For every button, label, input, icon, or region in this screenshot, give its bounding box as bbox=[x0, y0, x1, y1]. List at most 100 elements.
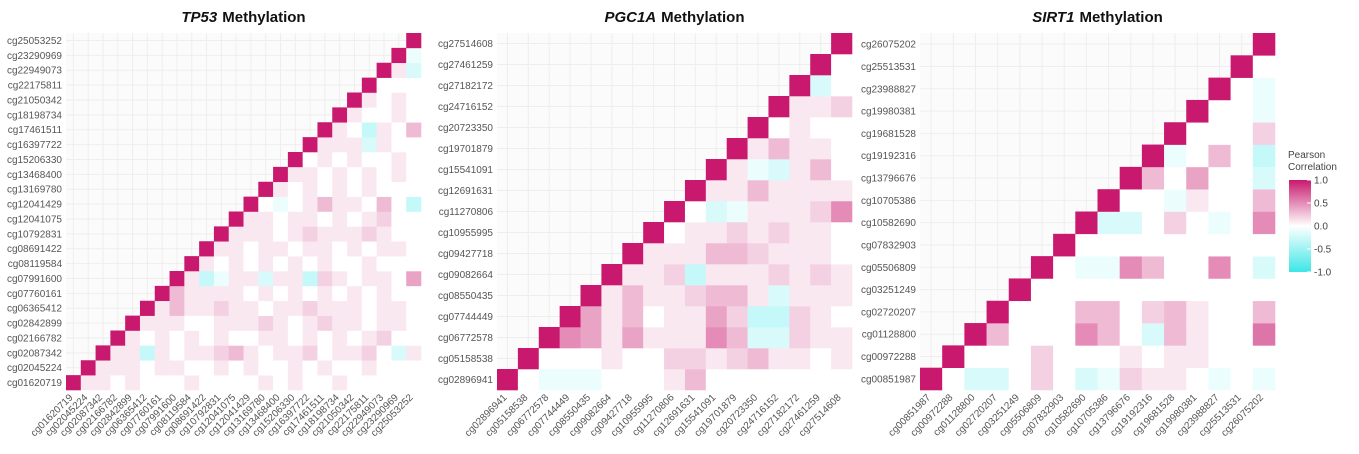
heatmap-cell bbox=[1208, 211, 1231, 235]
heatmap-cell bbox=[1208, 122, 1231, 145]
heatmap-cell bbox=[1252, 233, 1276, 257]
heatmap-cell bbox=[332, 330, 348, 346]
heatmap-cell bbox=[810, 327, 832, 349]
y-tick-label: cg01128800 bbox=[862, 330, 917, 341]
heatmap-cell bbox=[287, 211, 303, 227]
heatmap-cell bbox=[726, 285, 748, 307]
heatmap-cell bbox=[317, 122, 333, 138]
heatmap-cell bbox=[643, 306, 665, 328]
heatmap-cell bbox=[1230, 55, 1254, 78]
heatmap-cell bbox=[726, 348, 748, 370]
y-tick-label: cg00851987 bbox=[861, 374, 916, 385]
heatmap-cell bbox=[1186, 122, 1209, 145]
heatmap-cell bbox=[406, 92, 422, 108]
heatmap-cell bbox=[831, 348, 853, 370]
heatmap-cell bbox=[768, 369, 790, 391]
heatmap-cell bbox=[831, 117, 853, 139]
heatmap-cell bbox=[154, 375, 170, 391]
heatmap-cell bbox=[317, 152, 333, 168]
heatmap-cell bbox=[110, 345, 126, 361]
heatmap-cell bbox=[1164, 166, 1187, 190]
y-tick-label: cg09427718 bbox=[438, 249, 493, 260]
heatmap-cell bbox=[391, 256, 407, 272]
heatmap-cell bbox=[705, 327, 728, 349]
heatmap-cell bbox=[986, 300, 1010, 324]
heatmap-cell bbox=[406, 47, 422, 64]
heatmap-cell bbox=[1053, 323, 1076, 346]
y-tick-label: cg15206330 bbox=[7, 155, 62, 166]
heatmap-cell bbox=[332, 122, 348, 138]
heatmap-cell bbox=[391, 226, 407, 242]
heatmap-cell bbox=[213, 285, 230, 302]
heatmap-cell bbox=[964, 345, 987, 368]
heatmap-cell bbox=[559, 348, 581, 370]
heatmap-cell bbox=[80, 375, 96, 391]
heatmap-cell bbox=[302, 375, 318, 391]
heatmap-cell bbox=[789, 348, 811, 370]
heatmap-cell bbox=[622, 264, 644, 286]
heatmap-cell bbox=[347, 166, 363, 183]
heatmap-cell bbox=[287, 315, 303, 331]
heatmap-cell bbox=[376, 152, 392, 168]
heatmap-cell bbox=[154, 330, 170, 346]
heatmap-cell bbox=[228, 241, 244, 257]
heatmap-cell bbox=[831, 327, 853, 349]
heatmap-cell bbox=[1075, 211, 1098, 235]
y-tick-label: cg02166782 bbox=[7, 333, 62, 344]
heatmap-cell bbox=[110, 360, 126, 376]
heatmap-cell bbox=[95, 360, 111, 376]
heatmap-cell bbox=[213, 360, 230, 376]
heatmap-cell bbox=[376, 330, 392, 346]
heatmap-cell bbox=[1252, 211, 1276, 235]
heatmap-cell bbox=[406, 300, 422, 316]
heatmap-cell bbox=[317, 300, 333, 316]
heatmap-cell bbox=[302, 211, 318, 227]
heatmap-cell bbox=[273, 181, 289, 197]
heatmap-cell bbox=[517, 369, 540, 391]
heatmap-cell bbox=[726, 306, 748, 328]
heatmap-cell bbox=[110, 330, 126, 346]
heatmap-cell bbox=[789, 75, 811, 97]
heatmap-cell bbox=[768, 138, 790, 160]
heatmap-cell bbox=[747, 201, 769, 223]
heatmap-cell bbox=[258, 285, 274, 302]
heatmap-cell bbox=[747, 285, 769, 307]
heatmap-cell bbox=[1208, 189, 1231, 212]
heatmap-cell bbox=[1164, 233, 1187, 257]
heatmap-cell bbox=[332, 360, 348, 376]
heatmap-cell bbox=[664, 285, 686, 307]
y-tick-label: cg27461259 bbox=[438, 60, 493, 71]
heatmap-cell bbox=[287, 300, 303, 316]
heatmap-cell bbox=[831, 285, 853, 307]
heatmap-cell bbox=[154, 285, 170, 302]
heatmap-cell bbox=[213, 375, 230, 391]
heatmap-cell bbox=[1230, 233, 1254, 257]
heatmap-cell bbox=[1141, 345, 1165, 368]
heatmap-cell bbox=[601, 348, 623, 370]
heatmap-cell bbox=[747, 117, 769, 139]
heatmap-cell bbox=[810, 369, 832, 391]
heatmap-cell bbox=[1164, 323, 1187, 346]
y-tick-label: cg02842899 bbox=[7, 319, 62, 330]
heatmap-cell bbox=[705, 306, 728, 328]
y-tick-label: cg07832903 bbox=[861, 240, 916, 251]
heatmap-cell bbox=[1186, 323, 1209, 346]
heatmap-cell bbox=[1008, 278, 1032, 302]
heatmap-cell bbox=[1141, 278, 1165, 302]
heatmap-cell bbox=[376, 315, 392, 331]
heatmap-cell bbox=[243, 360, 259, 376]
heatmap-cell bbox=[1141, 211, 1165, 235]
heatmap-cell bbox=[347, 285, 363, 302]
heatmap-cell bbox=[1075, 323, 1098, 346]
heatmap-cell bbox=[684, 201, 707, 223]
heatmap-cell bbox=[705, 285, 728, 307]
heatmap-cell bbox=[139, 300, 156, 316]
heatmap-cell bbox=[376, 92, 392, 108]
heatmap-cell bbox=[199, 241, 215, 257]
y-tick-label: cg02087342 bbox=[7, 348, 62, 359]
heatmap-cell bbox=[942, 345, 965, 368]
heatmap-cell bbox=[1164, 211, 1187, 235]
heatmap-cell bbox=[1230, 345, 1254, 368]
y-tick-label: cg25513531 bbox=[861, 62, 916, 73]
